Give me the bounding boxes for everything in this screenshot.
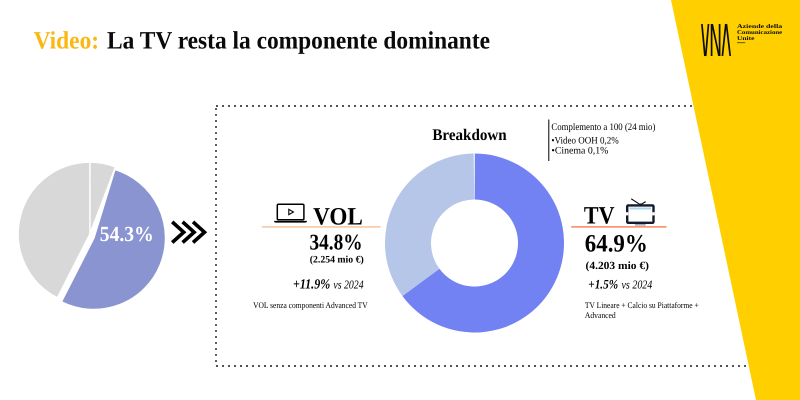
svg-text:(4.203 mio €): (4.203 mio €)	[586, 260, 650, 272]
svg-text:Video:: Video:	[34, 28, 100, 55]
svg-text:vs 2024: vs 2024	[333, 278, 363, 292]
svg-text:vs 2024: vs 2024	[622, 277, 653, 291]
svg-text:TV: TV	[584, 203, 615, 230]
svg-text:+1.5%: +1.5%	[588, 276, 618, 291]
svg-text:VOL: VOL	[313, 203, 363, 230]
svg-text:•Cinema 0,1%: •Cinema 0,1%	[551, 146, 608, 157]
svg-text:+11.9%: +11.9%	[293, 278, 330, 293]
svg-text:54.3%: 54.3%	[100, 222, 154, 246]
svg-text:•Video OOH 0,2%: •Video OOH 0,2%	[551, 136, 618, 147]
svg-text:34.8%: 34.8%	[310, 230, 363, 255]
svg-text:64.9%: 64.9%	[585, 231, 648, 258]
svg-text:VOL senza componenti Advanced: VOL senza componenti Advanced TV	[253, 300, 368, 310]
svg-text:Aziende della: Aziende della	[737, 23, 782, 30]
svg-text:Comunicazione: Comunicazione	[737, 29, 783, 36]
svg-text:Complemento a 100 (24 mio): Complemento a 100 (24 mio)	[551, 122, 655, 133]
svg-text:Breakdown: Breakdown	[432, 126, 506, 144]
svg-text:Unite: Unite	[737, 35, 755, 42]
svg-text:La TV resta la componente domi: La TV resta la componente dominante	[107, 28, 490, 55]
svg-text:(2.254 mio €): (2.254 mio €)	[310, 255, 364, 266]
svg-text:TV Lineare + Calcio su Piattaf: TV Lineare + Calcio su Piattaforme +	[585, 300, 699, 310]
svg-text:Advanced: Advanced	[585, 310, 616, 320]
